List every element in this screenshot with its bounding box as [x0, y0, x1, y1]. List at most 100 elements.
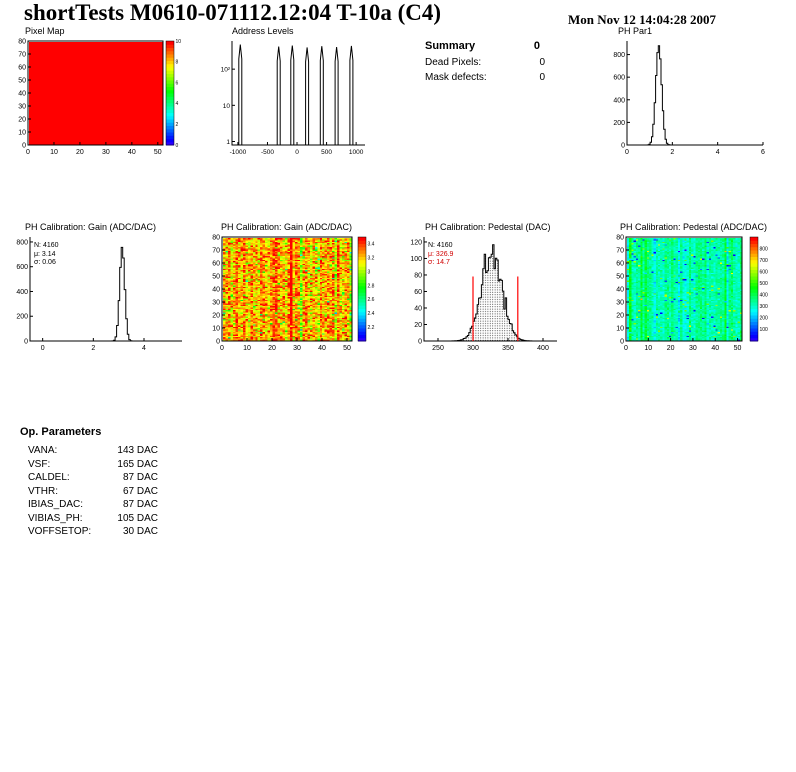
axis-tick-label: 10	[223, 103, 231, 110]
colorbar-segment	[358, 292, 366, 296]
gain-map-title: PH Calibration: Gain (ADC/DAC)	[221, 222, 353, 232]
axis-tick-label: 50	[616, 274, 624, 281]
address-peak	[305, 47, 310, 145]
gain-histogram-title: PH Calibration: Gain (ADC/DAC)	[25, 222, 157, 232]
colorbar-segment	[358, 305, 366, 309]
axis-tick-label: 80	[414, 272, 422, 279]
colorbar-segment	[166, 47, 174, 52]
axis-tick-label: 50	[343, 345, 351, 352]
axis-tick-label: 10²	[221, 67, 231, 74]
plot-frame	[625, 236, 743, 342]
axis-tick-label: 800	[16, 239, 28, 246]
gain-stat-sigma: σ: 0.06	[34, 259, 56, 266]
axis-tick-label: 50	[154, 149, 162, 156]
axis-tick-label: 0	[418, 339, 422, 346]
colorbar-segment	[750, 321, 758, 326]
axis-tick-label: 20	[212, 313, 220, 320]
axis-tick-label: 30	[293, 345, 301, 352]
axis-tick-label: 2.2	[368, 325, 375, 331]
axis-tick-label: 0	[624, 345, 628, 352]
summary-mask-defects-label: Mask defects:	[425, 72, 487, 83]
axis-tick-label: 3.2	[368, 256, 375, 262]
op-parameters-title: Op. Parameters	[20, 426, 102, 438]
axis-tick-label: 10	[212, 326, 220, 333]
colorbar-segment	[166, 57, 174, 61]
colorbar-segment	[358, 331, 366, 335]
op-param-value: 143 DAC	[117, 445, 158, 456]
colorbar-segment	[358, 321, 366, 326]
colorbar-segment	[750, 302, 758, 306]
axis-tick-label: 3	[368, 269, 371, 275]
axis-tick-label: 2.4	[368, 311, 375, 317]
axis-tick-label: 40	[18, 91, 26, 98]
colorbar-segment	[750, 328, 758, 332]
colorbar-segment	[166, 109, 174, 113]
colorbar-segment	[750, 250, 758, 254]
colorbar-segment	[166, 141, 174, 146]
colorbar-segment	[750, 243, 758, 248]
colorbar-segment	[166, 73, 174, 78]
op-param-label: VTHR:	[28, 485, 58, 497]
ph-par1-plot: 0 2 4 6 0 200 400 600 800	[613, 41, 765, 156]
summary-dead-pixels-value: 0	[539, 57, 545, 68]
axis-tick-label: 4	[142, 345, 146, 352]
axis-tick-label: 40	[212, 287, 220, 294]
gain-map-panel: PH Calibration: Gain (ADC/DAC) 0 10 20 30 40…	[206, 222, 386, 364]
colorbar-segment	[358, 285, 366, 290]
plot-axes	[626, 41, 763, 146]
colorbar-segment	[166, 128, 174, 133]
axis-tick-label: 8	[176, 60, 179, 66]
colorbar-segment	[166, 102, 174, 107]
axis-tick-label: 0	[176, 143, 179, 149]
axis-tick-label: 250	[432, 345, 444, 352]
op-param-label: CALDEL:	[28, 472, 70, 483]
colorbar-segment	[750, 282, 758, 287]
colorbar-segment	[166, 83, 174, 87]
axis-tick-label: 400	[613, 97, 625, 104]
colorbar-segment	[166, 41, 174, 45]
pedestal-map-axes: 0 10 20 30 40 5001020304050607080100200300400…	[616, 235, 769, 353]
colorbar-segment	[358, 334, 366, 339]
timestamp: Mon Nov 12 14:04:28 2007	[568, 12, 717, 27]
summary-total: 0	[533, 40, 540, 52]
colorbar-segment	[358, 243, 366, 248]
axis-tick-label: 600	[760, 269, 769, 275]
axis-tick-label: 20	[268, 345, 276, 352]
colorbar-frame	[749, 236, 759, 342]
axis-tick-label: 6	[761, 149, 765, 156]
colorbar-segment	[166, 119, 174, 123]
axis-tick-label: 80	[18, 39, 26, 46]
axis-tick-label: 20	[667, 345, 675, 352]
axis-tick-label: 40	[318, 345, 326, 352]
axis-tick-label: 2.6	[368, 297, 375, 303]
axis-tick-label: 800	[613, 52, 625, 59]
colorbar-segment	[166, 132, 174, 136]
axis-tick-label: 50	[212, 274, 220, 281]
colorbar-frame	[165, 40, 175, 146]
summary-panel: Summary 0 Dead Pixels: 0 Mask defects: 0	[425, 40, 550, 100]
colorbar-segment	[358, 240, 366, 244]
colorbar-segment	[750, 311, 758, 316]
axis-tick-label: 80	[616, 235, 624, 242]
pedestal-histogram-title: PH Calibration: Pedestal (DAC)	[425, 222, 551, 232]
axis-tick-label: 0	[41, 345, 45, 352]
colorbar-segment	[358, 282, 366, 287]
colorbar-segment	[358, 246, 366, 251]
axis-tick-label: 10	[616, 326, 624, 333]
axis-tick-label: 2	[176, 122, 179, 128]
colorbar-segment	[166, 112, 174, 117]
address-peak	[238, 44, 243, 145]
colorbar-segment	[166, 99, 174, 104]
op-param-value: 165 DAC	[117, 458, 158, 470]
axis-tick-label: 3.4	[368, 242, 375, 248]
ph-par1-title: PH Par1	[618, 26, 653, 36]
colorbar-segment	[750, 289, 758, 293]
axis-tick-label: 400	[16, 289, 28, 296]
op-param-value: 67 DAC	[122, 485, 158, 497]
op-param-value: 87 DAC	[122, 472, 158, 483]
axis-tick-label: 10	[50, 149, 58, 156]
colorbar-segment	[750, 292, 758, 296]
op-param-label: VOFFSETOP:	[28, 526, 92, 537]
axis-tick-label: 400	[760, 293, 769, 299]
